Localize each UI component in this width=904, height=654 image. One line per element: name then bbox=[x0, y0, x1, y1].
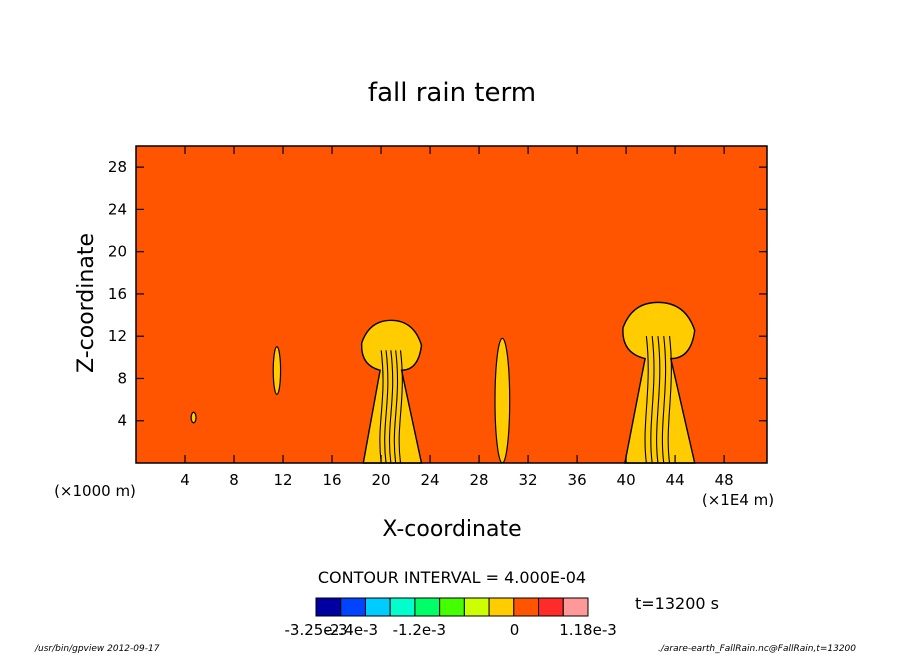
rain-feature bbox=[272, 346, 282, 395]
colorbar-swatch bbox=[439, 597, 465, 617]
footer-right: ./arare-earth_FallRain.nc@FallRain,t=132… bbox=[658, 644, 856, 654]
time-label: t=13200 s bbox=[635, 594, 719, 613]
chart-title: fall rain term bbox=[368, 78, 536, 108]
rain-feature-shape bbox=[272, 346, 282, 395]
x-scale-note: (×1E4 m) bbox=[702, 491, 774, 509]
x-axis: 4 8 12 16 20 24 28 32 36 40 44 48 bbox=[180, 146, 734, 489]
colorbar-swatch bbox=[513, 597, 540, 617]
y-axis-label: Z-coordinate bbox=[74, 233, 99, 373]
y-tick-label: 28 bbox=[108, 158, 127, 176]
plot-frame bbox=[135, 145, 768, 464]
x-tick-label: 20 bbox=[372, 471, 391, 489]
colorbar-swatch bbox=[488, 597, 515, 617]
colorbar-swatch bbox=[463, 597, 490, 617]
rain-contour bbox=[656, 336, 661, 464]
colorbar-swatch bbox=[364, 597, 391, 617]
colorbar-label: -2.4e-3 bbox=[325, 621, 378, 639]
rain-contour bbox=[644, 336, 649, 464]
y-tick-label: 24 bbox=[108, 200, 127, 218]
x-tick-label: 40 bbox=[617, 471, 636, 489]
rain-feature-shape bbox=[190, 411, 197, 424]
x-tick-label: 28 bbox=[470, 471, 489, 489]
rain-contour bbox=[393, 350, 399, 464]
colorbar-swatch bbox=[340, 597, 366, 617]
rain-feature bbox=[190, 411, 197, 424]
contour-interval: CONTOUR INTERVAL = 4.000E-04 bbox=[318, 568, 586, 587]
y-tick-label: 20 bbox=[108, 243, 127, 261]
colorbar-label: 1.18e-3 bbox=[559, 621, 617, 639]
rain-contour bbox=[398, 350, 403, 464]
rain-contour bbox=[379, 350, 384, 464]
x-tick-label: 48 bbox=[715, 471, 734, 489]
x-tick-label: 32 bbox=[519, 471, 538, 489]
y-axis: 4 8 12 16 20 24 28 bbox=[108, 158, 767, 430]
colorbar-swatch bbox=[389, 597, 416, 617]
rain-feature-shape bbox=[361, 319, 423, 464]
footer-left: /usr/bin/gpview 2012-09-17 bbox=[34, 644, 160, 654]
x-tick-label: 8 bbox=[229, 471, 239, 489]
rain-contour bbox=[667, 336, 672, 464]
x-tick-label: 44 bbox=[666, 471, 685, 489]
x-tick-label: 16 bbox=[322, 471, 341, 489]
rain-feature-shape bbox=[494, 337, 511, 464]
rain-contour bbox=[650, 336, 655, 464]
colorbar-label: -1.2e-3 bbox=[393, 621, 446, 639]
y-tick-label: 12 bbox=[108, 327, 127, 345]
y-tick-label: 16 bbox=[108, 285, 127, 303]
rain-features bbox=[190, 301, 696, 464]
x-unit-label: (×1000 m) bbox=[54, 482, 136, 500]
y-tick-label: 8 bbox=[117, 369, 127, 387]
rain-contour bbox=[384, 350, 389, 464]
rain-feature-shape bbox=[622, 301, 696, 464]
x-axis-label: X-coordinate bbox=[382, 517, 521, 542]
colorbar-swatch bbox=[315, 597, 342, 617]
x-tick-label: 36 bbox=[568, 471, 587, 489]
colorbar-label: 0 bbox=[510, 621, 520, 639]
rain-contour bbox=[661, 336, 667, 464]
rain-feature bbox=[494, 337, 511, 464]
rain-feature bbox=[622, 301, 696, 464]
colorbar-swatch bbox=[538, 597, 564, 617]
colorbar-swatch bbox=[414, 597, 441, 617]
colorbar: -3.25e-3-2.4e-3 -1.2e-3 0 1.18e-3 bbox=[285, 597, 617, 639]
colorbar-label: -3.25e-3 bbox=[285, 621, 348, 639]
x-tick-label: 4 bbox=[180, 471, 190, 489]
colorbar-swatch bbox=[562, 597, 589, 617]
x-tick-label: 24 bbox=[421, 471, 440, 489]
x-tick-label: 12 bbox=[273, 471, 292, 489]
rain-feature bbox=[361, 319, 423, 464]
rain-contour bbox=[388, 350, 394, 464]
y-tick-label: 4 bbox=[117, 412, 127, 430]
